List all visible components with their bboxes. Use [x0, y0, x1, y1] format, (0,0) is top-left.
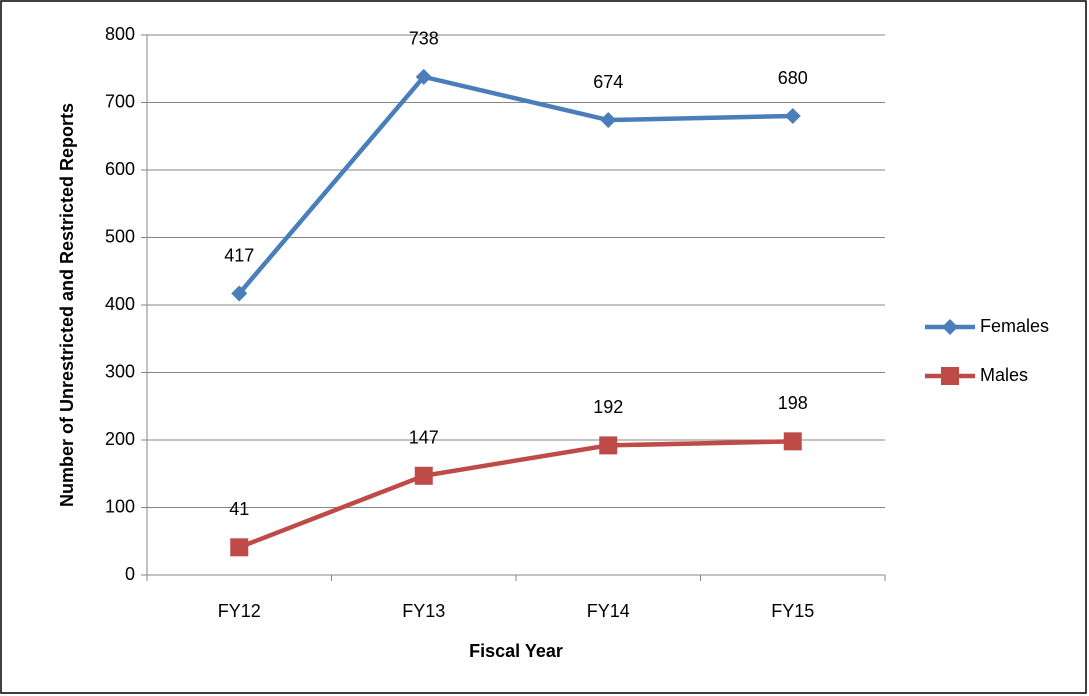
- point: [599, 436, 618, 455]
- y-tick-label: 700: [105, 91, 135, 111]
- y-tick-label: 0: [125, 564, 135, 584]
- data-label: 738: [409, 29, 439, 49]
- legend-marker: [942, 319, 958, 335]
- legend-label: Males: [980, 365, 1028, 385]
- y-tick-label: 500: [105, 226, 135, 246]
- legend-label: Females: [980, 316, 1049, 336]
- point: [784, 108, 801, 124]
- y-axis-label: Number of Unrestricted and Restricted Re…: [57, 103, 77, 507]
- data-label: 192: [593, 397, 623, 417]
- point: [230, 538, 249, 557]
- point: [415, 68, 432, 85]
- x-tick-label: FY15: [771, 601, 814, 621]
- y-tick-label: 100: [105, 496, 135, 516]
- x-tick-label: FY14: [587, 601, 630, 621]
- series-line: [237, 74, 793, 295]
- point: [783, 432, 802, 451]
- y-tick-label: 300: [105, 361, 135, 381]
- legend-marker: [941, 367, 959, 385]
- y-tick-label: 800: [105, 24, 135, 44]
- data-label: 147: [409, 428, 439, 448]
- x-axis-label: Fiscal Year: [469, 641, 563, 661]
- x-tick-label: FY13: [402, 601, 445, 621]
- x-tick-label: FY12: [218, 601, 261, 621]
- data-label: 417: [224, 245, 254, 265]
- data-label: 680: [778, 68, 808, 88]
- data-label: 674: [593, 72, 623, 92]
- data-label: 198: [778, 393, 808, 413]
- point: [231, 285, 248, 302]
- data-label: 41: [229, 499, 249, 519]
- point: [600, 112, 617, 129]
- y-tick-label: 600: [105, 159, 135, 179]
- point: [414, 466, 433, 485]
- y-tick-label: 400: [105, 294, 135, 314]
- series-line: [238, 439, 793, 550]
- y-tick-label: 200: [105, 429, 135, 449]
